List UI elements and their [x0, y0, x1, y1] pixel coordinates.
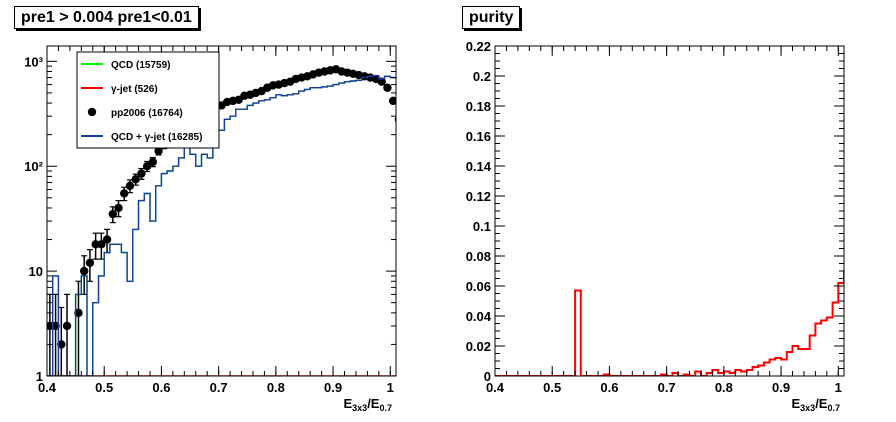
- series-line-1-0: [495, 270, 844, 376]
- data-point-14: [125, 181, 135, 191]
- y-tick-label-4: 0.08: [466, 249, 491, 264]
- x-tick-label-6: 1: [835, 380, 842, 395]
- x-tick-label-1: 0.5: [543, 380, 561, 395]
- x-tick-label-5: 0.9: [772, 380, 790, 395]
- legend-box: [76, 51, 220, 149]
- plot-frame-1: [494, 45, 845, 377]
- data-point-7: [85, 258, 95, 268]
- legend-label-3: QCD + γ-jet (16285): [111, 132, 202, 143]
- plot-area-0: [47, 65, 396, 376]
- data-point-11: [108, 209, 117, 219]
- y-tick-label-0: 0: [484, 369, 491, 384]
- data-point-10: [102, 235, 112, 244]
- data-point-1: [51, 321, 60, 331]
- legend: QCD (15759) γ-jet (526) pp2006 (16764) QCD …: [76, 51, 220, 149]
- y-tick-label-7: 0.14: [466, 159, 492, 174]
- legend-label-0: QCD (15759): [111, 60, 170, 71]
- y-tick-label-5: 0.1: [473, 219, 491, 234]
- legend-label-2: pp2006 (16764): [111, 108, 183, 119]
- data-point-2: [57, 340, 66, 349]
- data-point-59: [383, 83, 392, 92]
- x-axis-title-0: E3x3/E0.7: [343, 396, 392, 413]
- y-tick-label-3: 0.06: [466, 279, 491, 294]
- data-point-9: [97, 240, 106, 249]
- data-point-12: [114, 203, 123, 213]
- y-tick-label-3: 10³: [24, 54, 43, 69]
- x-tick-label-5: 0.9: [324, 380, 342, 395]
- x-tick-label-1: 0.5: [95, 380, 113, 395]
- x-tick-label-4: 0.8: [715, 380, 733, 395]
- x-axis-title-1: E3x3/E0.7: [791, 396, 840, 413]
- x-tick-label-6: 1: [387, 380, 394, 395]
- y-tick-label-2: 10²: [24, 159, 43, 174]
- legend-marker-2: [87, 107, 97, 117]
- y-tick-label-1: 0.02: [466, 339, 491, 354]
- x-tick-label-0: 0.4: [38, 380, 57, 395]
- series-line-0-3: [47, 75, 396, 376]
- data-point-5: [74, 308, 83, 318]
- plot-area-1: [495, 270, 844, 376]
- left-chart-title: pre1 > 0.004 pre1<0.01: [14, 6, 199, 29]
- data-point-6: [79, 266, 89, 276]
- data-point-16: [137, 169, 146, 178]
- plot-frame-0: [46, 45, 397, 377]
- data-point-15: [131, 175, 140, 184]
- y-tick-label-1: 10: [29, 264, 43, 279]
- data-point-3: [62, 321, 72, 331]
- legend-label-1: γ-jet (526): [111, 84, 158, 95]
- x-tick-label-2: 0.6: [600, 380, 618, 395]
- y-tick-label-11: 0.22: [466, 39, 491, 54]
- x-tick-label-3: 0.7: [210, 380, 228, 395]
- chart-0: 0.4 0.5 0.6 0.7 0.8 0.9 1 1 10 10² 10³ E3x3/E0.7 QCD…: [24, 45, 397, 413]
- y-tick-label-6: 0.12: [466, 189, 491, 204]
- y-tick-label-9: 0.18: [466, 99, 491, 114]
- x-tick-label-3: 0.7: [658, 380, 676, 395]
- x-tick-label-2: 0.6: [152, 380, 170, 395]
- y-tick-label-10: 0.2: [473, 69, 491, 84]
- x-tick-label-0: 0.4: [486, 380, 505, 395]
- y-tick-label-8: 0.16: [466, 129, 491, 144]
- x-tick-label-4: 0.8: [267, 380, 285, 395]
- y-tick-label-2: 0.04: [466, 309, 492, 324]
- data-point-18: [148, 157, 158, 167]
- chart-1: 0.4 0.5 0.6 0.7 0.8 0.9 1 0 0.02 0.04 0.06 0.08 0.1 0…: [466, 39, 845, 413]
- data-point-13: [120, 189, 129, 198]
- data-point-19: [154, 146, 163, 156]
- y-tick-label-0: 1: [36, 369, 43, 384]
- data-point-17: [142, 162, 152, 171]
- right-chart-title: purity: [462, 6, 521, 29]
